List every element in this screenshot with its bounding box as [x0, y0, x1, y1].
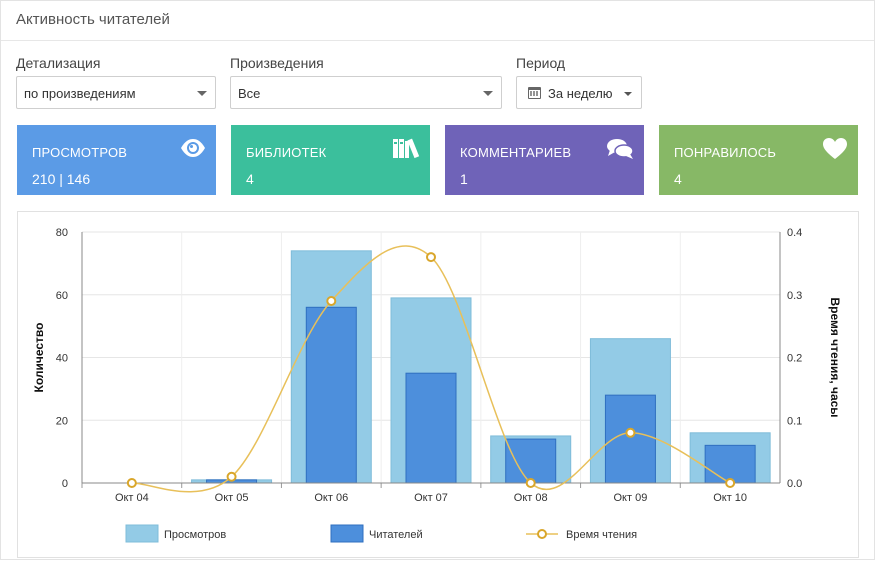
works-label: Произведения [230, 55, 324, 71]
period-dropdown-button[interactable]: За неделю [516, 76, 642, 109]
works-select[interactable]: Все [230, 76, 502, 109]
stat-label: КОММЕНТАРИЕВ [460, 145, 572, 160]
eye-icon [181, 139, 205, 157]
stat-value: 1 [460, 171, 468, 187]
y-tick-label: 0 [62, 478, 68, 490]
y2-tick-label: 0.0 [787, 478, 802, 490]
panel-title: Активность читателей [16, 11, 170, 28]
y2-axis-title: Время чтения, часы [828, 297, 842, 417]
legend-swatch-readers [330, 524, 364, 543]
stat-libraries: БИБЛИОТЕК 4 [231, 125, 430, 195]
bar-readers [305, 306, 357, 484]
stat-label: БИБЛИОТЕК [246, 145, 327, 160]
legend-label-readers: Читателей [369, 529, 423, 541]
x-tick-label: Окт 08 [514, 492, 548, 504]
reading-time-point [725, 478, 736, 488]
bar-readers [505, 438, 557, 484]
y2-tick-label: 0.2 [787, 353, 802, 365]
comments-icon [607, 139, 634, 159]
activity-chart: 0 20 40 60 80 0.0 0.1 0.2 0.3 0.4 Окт 04 Окт 05 Окт … [17, 211, 859, 558]
calendar-icon [528, 87, 541, 99]
bar-readers [704, 444, 756, 484]
y-tick-label: 40 [56, 353, 68, 365]
stat-views: ПРОСМОТРОВ 210 | 146 [17, 125, 216, 195]
legend-swatch-views [125, 524, 159, 543]
reading-time-point [426, 252, 436, 263]
x-tick-label: Окт 07 [414, 492, 448, 504]
reading-time-point [525, 478, 536, 488]
y2-tick-label: 0.4 [787, 227, 802, 239]
chevron-down-icon [483, 91, 493, 96]
works-select-value: Все [238, 86, 261, 101]
panel-header: Активность читателей [1, 1, 874, 41]
reading-time-point [226, 471, 237, 482]
reading-time-point [326, 296, 337, 307]
stat-value: 4 [674, 171, 682, 187]
reading-time-point [625, 427, 636, 438]
x-tick-label: Окт 09 [614, 492, 648, 504]
stat-label: ПОНРАВИЛОСЬ [674, 145, 777, 160]
bar-readers [405, 372, 457, 484]
heart-icon [823, 138, 847, 159]
detail-label: Детализация [16, 55, 101, 71]
stat-value: 210 | 146 [32, 171, 91, 187]
x-tick-label: Окт 05 [215, 492, 249, 504]
x-tick-label: Окт 10 [713, 492, 747, 504]
y2-tick-label: 0.3 [787, 290, 802, 302]
x-tick-label: Окт 04 [115, 492, 149, 504]
x-tick-label: Окт 06 [314, 492, 348, 504]
period-label: Период [516, 55, 566, 71]
caret-down-icon [624, 92, 632, 96]
stat-comments: КОММЕНТАРИЕВ 1 [445, 125, 644, 195]
stat-likes: ПОНРАВИЛОСЬ 4 [659, 125, 858, 195]
y-tick-label: 60 [56, 290, 68, 302]
activity-chart-svg: 0 20 40 60 80 0.0 0.1 0.2 0.3 0.4 Окт 04 Окт 05 Окт … [32, 227, 842, 543]
legend-swatch-time-point [537, 529, 547, 539]
legend-label-time: Время чтения [566, 529, 637, 541]
stat-value: 4 [246, 171, 254, 187]
y-tick-label: 20 [56, 415, 68, 427]
legend-label-views: Просмотров [164, 529, 226, 541]
y-axis-title: Количество [32, 323, 46, 393]
y2-tick-label: 0.1 [787, 415, 802, 427]
y-tick-label: 80 [56, 227, 68, 239]
stat-label: ПРОСМОТРОВ [32, 145, 128, 160]
chevron-down-icon [197, 91, 207, 96]
books-icon [393, 138, 420, 159]
reading-time-point [126, 478, 137, 488]
detail-select[interactable]: по произведениям [16, 76, 216, 109]
detail-select-value: по произведениям [24, 86, 136, 101]
period-value: За неделю [548, 86, 613, 101]
